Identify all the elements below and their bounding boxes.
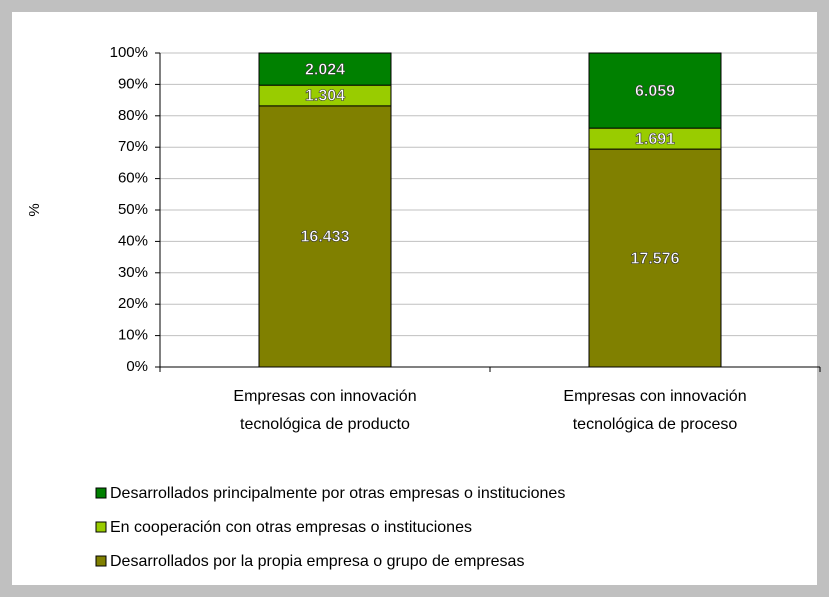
data-label: 2.024 bbox=[305, 61, 345, 78]
y-tick-label: 100% bbox=[110, 44, 148, 61]
y-tick-label: 80% bbox=[118, 107, 148, 124]
legend-swatch bbox=[95, 555, 107, 567]
y-tick-label: 60% bbox=[118, 170, 148, 187]
bar-segment bbox=[588, 148, 722, 368]
legend-label: Desarrollados principalmente por otras e… bbox=[110, 485, 565, 502]
legend-label: En cooperación con otras empresas o inst… bbox=[110, 519, 472, 536]
y-tick-label: 40% bbox=[118, 232, 148, 249]
x-tick-label: Empresas con innovación tecnológica de p… bbox=[563, 388, 747, 433]
y-axis-label: % bbox=[26, 203, 43, 216]
legend-swatch bbox=[95, 487, 107, 499]
y-tick-label: 0% bbox=[126, 358, 148, 375]
y-tick-label: 70% bbox=[118, 138, 148, 155]
y-tick-label: 90% bbox=[118, 75, 148, 92]
data-label: 16.433 bbox=[301, 229, 350, 246]
data-label: 1.691 bbox=[635, 131, 675, 148]
y-tick-label: 30% bbox=[118, 264, 148, 281]
y-tick-label: 10% bbox=[118, 327, 148, 344]
data-label: 1.304 bbox=[305, 88, 345, 105]
data-label: 6.059 bbox=[635, 83, 675, 100]
x-tick-label: Empresas con innovación tecnológica de p… bbox=[233, 388, 417, 433]
y-tick-label: 20% bbox=[118, 295, 148, 312]
legend-label: Desarrollados por la propia empresa o gr… bbox=[110, 553, 524, 570]
data-label: 17.576 bbox=[631, 250, 680, 267]
bar-segment bbox=[588, 52, 722, 129]
bar-segment bbox=[258, 105, 392, 368]
y-tick-label: 50% bbox=[118, 201, 148, 218]
bar-segment bbox=[258, 52, 392, 86]
legend-swatch bbox=[95, 521, 107, 533]
